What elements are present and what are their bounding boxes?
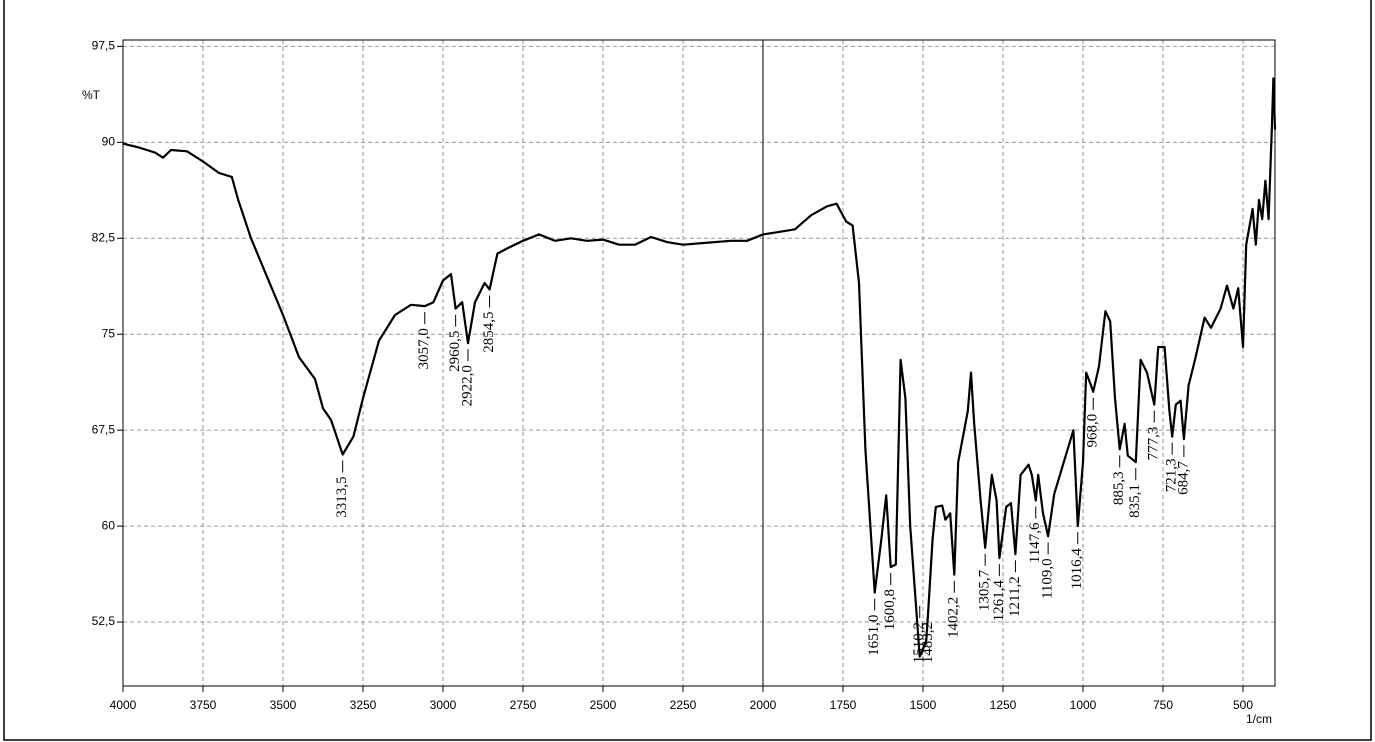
y-tick-label: 60 (102, 518, 116, 532)
annotation-label: 1510,2 (911, 622, 927, 663)
annotation-label: 1211,2 (1007, 576, 1023, 617)
annotation-label: 1600,8 (882, 589, 898, 630)
x-tick-label: 3750 (190, 698, 217, 712)
annotation-label: 1402,2 (946, 597, 962, 638)
x-tick-label: 2500 (590, 698, 617, 712)
annotation-label: 1651,0 (866, 615, 882, 656)
x-tick-label: 1250 (990, 698, 1017, 712)
y-tick-label: 52,5 (92, 614, 116, 628)
x-tick-label: 2000 (750, 698, 777, 712)
page-border (3, 0, 1372, 741)
annotation-label: 3057,0 (416, 328, 432, 369)
annotation-label: 721,3 (1164, 459, 1180, 493)
annotation-label: 835,1 (1127, 484, 1143, 518)
y-tick-label: 67,5 (92, 422, 116, 436)
annotation-label: 1483,2 (920, 622, 936, 663)
x-tick-label: 4000 (110, 698, 137, 712)
annotation-label: 2960,5 (447, 331, 463, 372)
y-tick-label: 75 (102, 326, 116, 340)
x-tick-label: 3500 (270, 698, 297, 712)
x-tick-label: 1000 (1070, 698, 1097, 712)
y-tick-label: 90 (102, 135, 116, 149)
x-tick-label: 3250 (350, 698, 377, 712)
x-tick-label: 500 (1233, 698, 1253, 712)
annotation-label: 2854,5 (481, 311, 497, 352)
annotation-label: 885,3 (1111, 471, 1127, 505)
annotation-label: 1147,6 (1027, 522, 1043, 563)
x-axis-label: 1/cm (1246, 712, 1272, 726)
y-tick-label: 82,5 (92, 230, 116, 244)
plot-frame (122, 39, 1276, 687)
y-axis-label: %T (82, 88, 101, 102)
spectrum-line (122, 77, 1277, 658)
annotation-label: 777,3 (1146, 427, 1162, 461)
annotation-label: 684,7 (1175, 461, 1191, 495)
x-tick-label: 750 (1153, 698, 1173, 712)
y-tick-label: 97,5 (92, 39, 116, 53)
annotation-label: 1261,4 (991, 580, 1007, 622)
annotation-label: 1305,7 (977, 569, 993, 611)
x-tick-label: 1750 (830, 698, 857, 712)
annotation-label: 1109,0 (1040, 558, 1056, 599)
annotation-label: 3313,5 (334, 476, 350, 517)
x-tick-label: 2750 (510, 698, 537, 712)
annotation-label: 968,0 (1085, 414, 1101, 448)
x-tick-label: 3000 (430, 698, 457, 712)
x-tick-label: 1500 (910, 698, 937, 712)
annotation-label: 1016,4 (1069, 548, 1085, 590)
x-tick-label: 2250 (670, 698, 697, 712)
annotation-label: 2922,0 (459, 365, 475, 406)
